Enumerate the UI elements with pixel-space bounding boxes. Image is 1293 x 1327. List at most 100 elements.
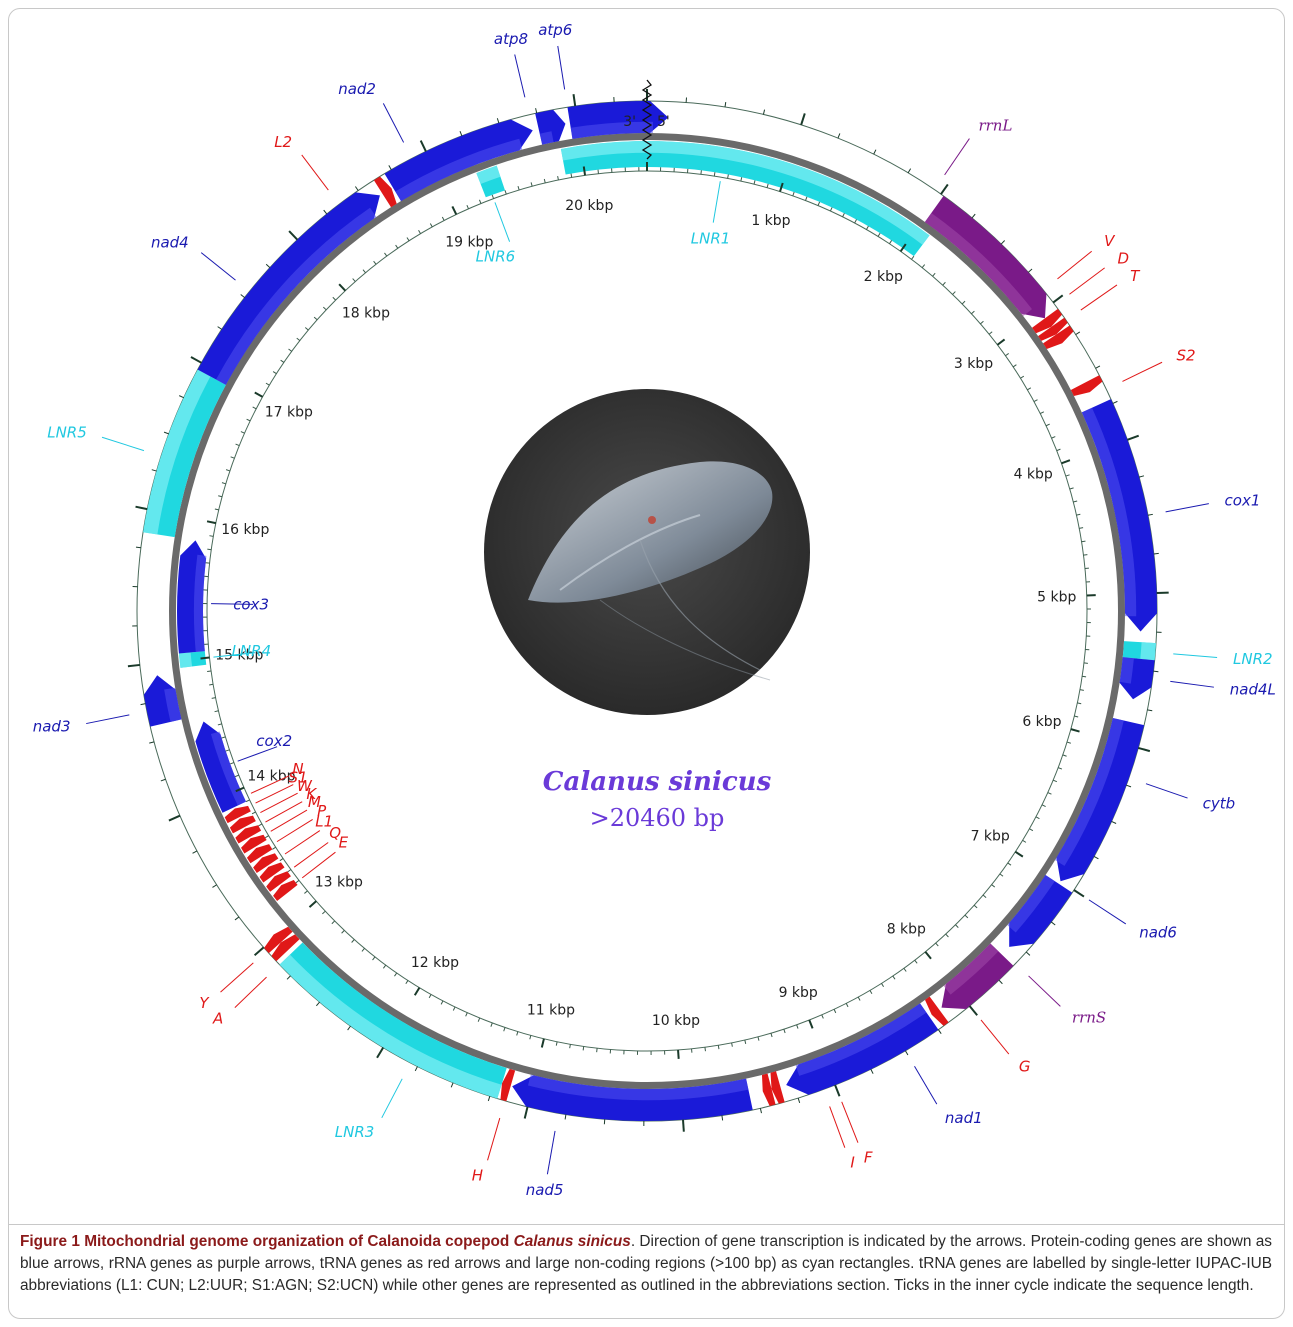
gene-h bbox=[500, 1068, 516, 1102]
gene-label-l1: L1 bbox=[315, 813, 333, 831]
gene-label-nad6: nad6 bbox=[1139, 924, 1177, 942]
kbp-tick bbox=[1073, 500, 1078, 503]
gene-label-a: A bbox=[212, 1010, 223, 1028]
genome-size: >20460 bp bbox=[590, 804, 725, 832]
leader-line bbox=[1173, 653, 1218, 658]
kbp-tick bbox=[888, 240, 893, 245]
leader-line bbox=[260, 792, 298, 814]
leader-line bbox=[546, 1130, 556, 1175]
kbp-label: 5 kbp bbox=[1037, 590, 1076, 606]
outer-tick bbox=[288, 230, 299, 241]
outer-tick bbox=[192, 850, 198, 854]
gene-p bbox=[253, 853, 279, 873]
outer-tick bbox=[1127, 434, 1140, 441]
kbp-tick bbox=[1033, 399, 1038, 403]
leader-line bbox=[382, 103, 405, 143]
leader-line bbox=[557, 45, 566, 90]
kbp-tick bbox=[540, 1038, 545, 1048]
outer-tick bbox=[1052, 294, 1064, 304]
outer-tick bbox=[217, 326, 223, 330]
kbp-tick bbox=[322, 910, 326, 915]
gene-n bbox=[224, 805, 251, 824]
leader-line bbox=[101, 436, 145, 452]
outer-tick bbox=[1111, 820, 1117, 824]
kbp-tick bbox=[569, 1044, 571, 1049]
kbp-tick bbox=[313, 316, 318, 321]
gene-label-i: I bbox=[850, 1154, 855, 1172]
kbp-tick bbox=[854, 219, 857, 224]
outer-tick bbox=[347, 1025, 351, 1031]
leader-line bbox=[1088, 899, 1127, 925]
outer-tick bbox=[496, 118, 500, 124]
kbp-tick bbox=[338, 283, 347, 292]
kbp-tick bbox=[935, 942, 939, 947]
leader-line bbox=[276, 818, 313, 843]
kbp-tick bbox=[945, 933, 949, 938]
outer-tick bbox=[564, 1114, 567, 1120]
outer-tick bbox=[721, 1115, 724, 1121]
outer-tick bbox=[163, 431, 169, 435]
outer-tick bbox=[160, 778, 166, 782]
gene-arcs bbox=[143, 100, 1158, 1122]
kbp-tick bbox=[254, 391, 264, 398]
kbp-tick bbox=[503, 1027, 506, 1032]
kbp-tick bbox=[264, 835, 269, 839]
kbp-tick bbox=[921, 264, 926, 268]
kbp-tick bbox=[808, 1019, 814, 1029]
gene-label-lnr3: LNR3 bbox=[335, 1123, 375, 1141]
kbp-tick bbox=[478, 199, 482, 204]
kbp-tick bbox=[1007, 862, 1012, 866]
kbp-tick bbox=[207, 548, 212, 551]
kbp-tick bbox=[770, 1033, 773, 1038]
outer-tick bbox=[572, 94, 577, 107]
kbp-tick bbox=[924, 951, 932, 960]
gene-rrnl bbox=[924, 196, 1047, 319]
gene-label-q: Q bbox=[329, 824, 341, 842]
kbp-tick bbox=[892, 975, 896, 980]
gene-t bbox=[1043, 325, 1074, 349]
kbp-label: 10 kbp bbox=[652, 1013, 700, 1029]
origin-break: 3' 5' bbox=[623, 79, 670, 160]
kbp-tick bbox=[221, 482, 226, 485]
gene-label-w: W bbox=[297, 777, 313, 795]
leader-line bbox=[494, 202, 511, 242]
kbp-tick bbox=[413, 987, 421, 996]
gene-nad2 bbox=[384, 119, 533, 202]
figure-caption: Figure 1 Mitochondrial genome organizati… bbox=[20, 1231, 1272, 1297]
kbp-tick bbox=[961, 300, 966, 305]
outer-tick bbox=[759, 1108, 762, 1114]
kbp-tick bbox=[530, 182, 533, 187]
kbp-tick bbox=[731, 1042, 733, 1047]
kbp-tick bbox=[214, 710, 219, 713]
leader-line bbox=[1080, 284, 1118, 311]
kbp-tick bbox=[865, 225, 869, 230]
gene-label-nad4l: nad4L bbox=[1230, 680, 1276, 698]
kbp-tick bbox=[234, 774, 239, 778]
gene-nad5 bbox=[512, 1074, 753, 1122]
kbp-tick bbox=[252, 406, 257, 410]
kbp-tick bbox=[406, 237, 410, 242]
kbp-tick bbox=[331, 920, 336, 925]
kbp-tick bbox=[1083, 554, 1088, 556]
kbp-tick bbox=[982, 894, 987, 898]
leader-line bbox=[265, 801, 303, 823]
outer-tick bbox=[234, 916, 240, 921]
kbp-tick bbox=[1069, 487, 1074, 490]
kbp-tick bbox=[1058, 767, 1063, 770]
kbp-tick bbox=[504, 190, 507, 195]
kbp-tick bbox=[845, 1003, 849, 1008]
kbp-tick bbox=[744, 1039, 747, 1045]
kbp-tick bbox=[287, 869, 292, 873]
leader-line bbox=[234, 976, 267, 1008]
kbp-tick bbox=[206, 520, 217, 525]
gene-d bbox=[1038, 317, 1068, 341]
kbp-tick bbox=[952, 291, 956, 295]
leader-line bbox=[1028, 975, 1061, 1007]
leader-line bbox=[712, 181, 721, 223]
kbp-tick bbox=[225, 749, 230, 752]
gene-label-nad1: nad1 bbox=[945, 1109, 983, 1127]
kbp-tick bbox=[914, 959, 918, 964]
kbp-label: 11 kbp bbox=[527, 1003, 575, 1019]
gene-label-g: G bbox=[1019, 1057, 1031, 1075]
leader-line bbox=[944, 138, 970, 176]
